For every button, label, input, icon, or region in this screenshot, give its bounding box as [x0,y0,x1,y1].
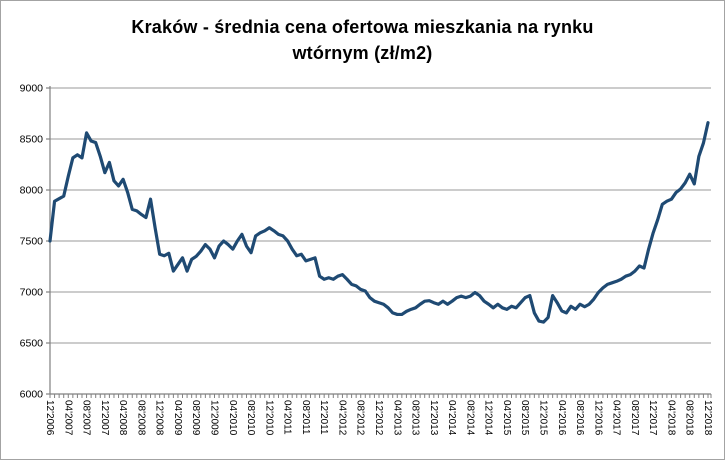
x-tick-label: 08'2018 [684,400,695,436]
x-tick-label: 04'2012 [336,400,347,436]
x-tick-label: 08'2010 [245,400,256,436]
x-tick-label: 08'2011 [300,400,311,435]
x-tick-label: 12'2016 [592,400,603,436]
x-tick-label: 12'2009 [209,400,220,436]
x-tick-label: 12'2007 [99,400,110,436]
y-tick-label: 7500 [20,236,44,248]
x-tick-label: 12'2008 [154,400,165,436]
price-series-line [48,121,710,324]
x-tick-label: 04'2009 [172,400,183,436]
x-tick-label: 12'2018 [702,400,713,436]
x-tick-label: 08'2016 [574,400,585,436]
x-tick-label: 08'2013 [410,400,421,436]
x-tick-label: 04'2011 [282,400,293,435]
x-tick-label: 12'2011 [318,400,329,435]
x-tick-label: 12'2012 [373,400,384,436]
chart-title-line-2: wtórnym (zł/m2) [292,43,433,63]
x-tick-label: 04'2007 [62,400,73,436]
x-tick-label: 04'2008 [117,400,128,436]
y-tick-label: 9000 [20,83,44,95]
x-tick-label: 04'2015 [501,400,512,436]
y-tick-label: 8000 [20,185,44,197]
x-tick-label: 04'2014 [446,400,457,436]
x-tick-label: 12'2014 [483,400,494,436]
x-tick-label: 08'2017 [629,400,640,436]
x-tick-label: 12'2015 [538,400,549,436]
x-tick-label: 08'2009 [190,400,201,436]
x-tick-label: 04'2010 [227,400,238,436]
x-tick-label: 08'2012 [355,400,366,436]
x-tick-label: 08'2014 [464,400,475,436]
x-tick-label: 04'2018 [665,400,676,436]
chart-title-line-1: Kraków - średnia cena ofertowa mieszkani… [131,17,594,37]
chart-title: Kraków - średnia cena ofertowa mieszkani… [1,14,724,66]
x-tick-label: 08'2015 [519,400,530,436]
y-tick-label: 6000 [20,389,44,401]
x-tick-label: 08'2007 [81,400,92,436]
x-tick-label: 12'2006 [44,400,55,436]
y-tick-label: 8500 [20,134,44,146]
x-tick-label: 12'2010 [263,400,274,436]
x-tick-label: 12'2013 [428,400,439,436]
x-tick-label: 04'2013 [391,400,402,436]
y-tick-label: 7000 [20,287,44,299]
x-tick-label: 12'2017 [647,400,658,436]
x-tick-label: 08'2008 [135,400,146,436]
x-tick-label: 04'2017 [611,400,622,436]
y-tick-label: 6500 [20,338,44,350]
x-tick-label: 04'2016 [556,400,567,436]
